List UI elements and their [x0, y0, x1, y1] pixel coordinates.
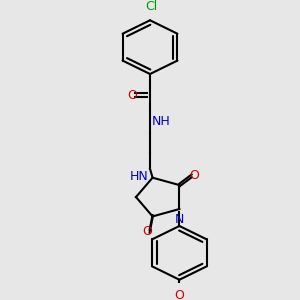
Text: HN: HN: [130, 170, 148, 183]
Text: O: O: [142, 225, 152, 238]
Text: N: N: [175, 213, 184, 226]
Text: O: O: [175, 289, 184, 300]
Text: NH: NH: [152, 115, 170, 128]
Text: Cl: Cl: [146, 0, 158, 13]
Text: O: O: [128, 89, 138, 102]
Text: O: O: [189, 169, 199, 182]
